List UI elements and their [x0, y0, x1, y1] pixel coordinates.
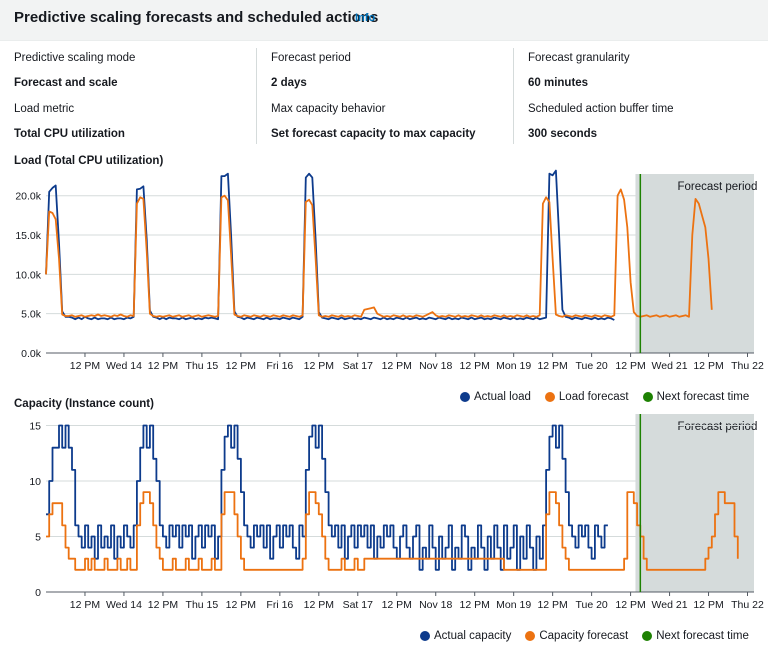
- capacity-chart: Forecast period 0 5 10 15 12 PM Wed 14 12 PM Thu…: [29, 414, 764, 611]
- x-tick-label: 12 PM: [693, 360, 723, 372]
- forecast-granularity-label: Forecast granularity: [528, 52, 630, 64]
- series-actual-line: [46, 424, 608, 571]
- max-capacity-behavior-value: Set forecast capacity to max capacity: [271, 128, 476, 140]
- x-tick-label: Wed 14: [106, 360, 142, 372]
- y-tick-label: 10: [29, 476, 41, 488]
- load-metric-value: Total CPU utilization: [14, 128, 125, 140]
- scheduled-action-buffer-value: 300 seconds: [528, 128, 598, 140]
- legend-next-forecast-time[interactable]: Next forecast time: [642, 630, 749, 642]
- x-tick-label: Sat 17: [343, 599, 374, 611]
- x-tick-label: 12 PM: [615, 360, 645, 372]
- y-tick-label: 15.0k: [15, 230, 41, 242]
- x-tick-label: 12 PM: [693, 599, 723, 611]
- x-tick-label: 12 PM: [460, 360, 490, 372]
- series-forecast-line: [45, 188, 713, 318]
- legend-load-forecast[interactable]: Load forecast: [544, 391, 629, 403]
- legend-label: Next forecast time: [656, 391, 750, 403]
- x-tick-label: Mon 19: [496, 360, 531, 372]
- x-tick-label: Fri 16: [266, 360, 293, 372]
- info-link[interactable]: Info: [355, 12, 376, 24]
- config-column-1: Predictive scaling mode Forecast and sca…: [14, 48, 254, 140]
- x-tick-label: Thu 22: [731, 599, 764, 611]
- panel-title: Predictive scaling forecasts and schedul…: [14, 9, 379, 26]
- y-tick-label: 0: [35, 587, 41, 599]
- capacity-legend: Actual capacity Capacity forecast Next f…: [420, 630, 749, 642]
- y-tick-label: 0.0k: [21, 348, 42, 360]
- config-column-3: Forecast granularity 60 minutes Schedule…: [528, 48, 768, 140]
- x-tick-label: 12 PM: [382, 599, 412, 611]
- x-tick-label: 12 PM: [226, 599, 256, 611]
- x-tick-label: Thu 15: [186, 360, 219, 372]
- legend-dot-icon: [642, 631, 653, 641]
- legend-next-forecast-time[interactable]: Next forecast time: [642, 391, 750, 403]
- x-tick-label: Nov 18: [419, 360, 452, 372]
- x-tick-label: Wed 21: [652, 599, 688, 611]
- x-tick-label: Fri 16: [266, 599, 293, 611]
- x-tick-label: Sat 17: [343, 360, 374, 372]
- x-tick-label: 12 PM: [226, 360, 256, 372]
- config-column-2: Forecast period 2 days Max capacity beha…: [271, 48, 511, 140]
- forecast-period-label: Forecast period: [677, 421, 757, 433]
- x-tick-label: Thu 22: [731, 360, 764, 372]
- x-tick-label: Tue 20: [575, 599, 607, 611]
- legend-actual-load[interactable]: Actual load: [460, 391, 531, 403]
- legend-dot-icon: [420, 631, 430, 641]
- legend-label: Actual load: [474, 391, 531, 403]
- x-tick-label: 12 PM: [382, 360, 412, 372]
- load-metric-label: Load metric: [14, 103, 75, 115]
- forecast-period-label: Forecast period: [271, 52, 351, 64]
- legend-label: Load forecast: [558, 391, 629, 403]
- load-chart: Forecast period 0.0k 5.0k 10.0k 15.0k 20.0k 12…: [15, 169, 764, 372]
- x-tick-label: Mon 19: [496, 599, 531, 611]
- legend-label: Actual capacity: [434, 630, 512, 642]
- forecast-period-region: [635, 414, 754, 592]
- series-forecast-line: [46, 491, 739, 571]
- x-tick-label: 12 PM: [615, 599, 645, 611]
- series-actual-line: [45, 169, 615, 321]
- x-tick-label: 12 PM: [460, 599, 490, 611]
- max-capacity-behavior-label: Max capacity behavior: [271, 103, 386, 115]
- divider: [256, 48, 257, 144]
- x-tick-label: 12 PM: [304, 360, 334, 372]
- legend-label: Capacity forecast: [539, 630, 629, 642]
- predictive-scaling-mode-value: Forecast and scale: [14, 77, 118, 89]
- x-tick-label: 12 PM: [537, 599, 567, 611]
- capacity-chart-title: Capacity (Instance count): [14, 398, 154, 410]
- legend-capacity-forecast[interactable]: Capacity forecast: [525, 630, 628, 642]
- y-tick-label: 5.0k: [21, 309, 42, 321]
- x-tick-label: 12 PM: [70, 360, 100, 372]
- x-tick-label: 12 PM: [304, 599, 334, 611]
- divider: [513, 48, 514, 144]
- x-tick-label: 12 PM: [148, 599, 178, 611]
- legend-dot-icon: [544, 392, 555, 402]
- x-tick-label: Wed 21: [652, 360, 688, 372]
- legend-label: Next forecast time: [656, 630, 749, 642]
- panel-header: Predictive scaling forecasts and schedul…: [0, 0, 768, 41]
- scheduled-action-buffer-label: Scheduled action buffer time: [528, 103, 674, 115]
- forecast-period-label: Forecast period: [677, 181, 757, 193]
- x-tick-label: Nov 18: [419, 599, 452, 611]
- forecast-granularity-value: 60 minutes: [528, 77, 589, 89]
- y-tick-label: 15: [29, 421, 41, 433]
- legend-dot-icon: [642, 392, 653, 402]
- y-tick-label: 5: [35, 532, 41, 544]
- load-chart-title: Load (Total CPU utilization): [14, 155, 164, 167]
- y-tick-label: 20.0k: [15, 191, 41, 203]
- load-legend: Actual load Load forecast Next forecast …: [460, 391, 749, 403]
- legend-actual-capacity[interactable]: Actual capacity: [420, 630, 511, 642]
- y-tick-label: 10.0k: [15, 269, 41, 281]
- x-tick-label: 12 PM: [70, 599, 100, 611]
- x-tick-label: 12 PM: [148, 360, 178, 372]
- legend-dot-icon: [525, 631, 536, 641]
- x-tick-label: Thu 15: [186, 599, 219, 611]
- x-tick-label: Wed 14: [106, 599, 142, 611]
- x-tick-label: 12 PM: [537, 360, 567, 372]
- x-tick-label: Tue 20: [575, 360, 607, 372]
- forecast-period-value: 2 days: [271, 77, 307, 89]
- predictive-scaling-mode-label: Predictive scaling mode: [14, 52, 136, 64]
- legend-dot-icon: [460, 392, 470, 402]
